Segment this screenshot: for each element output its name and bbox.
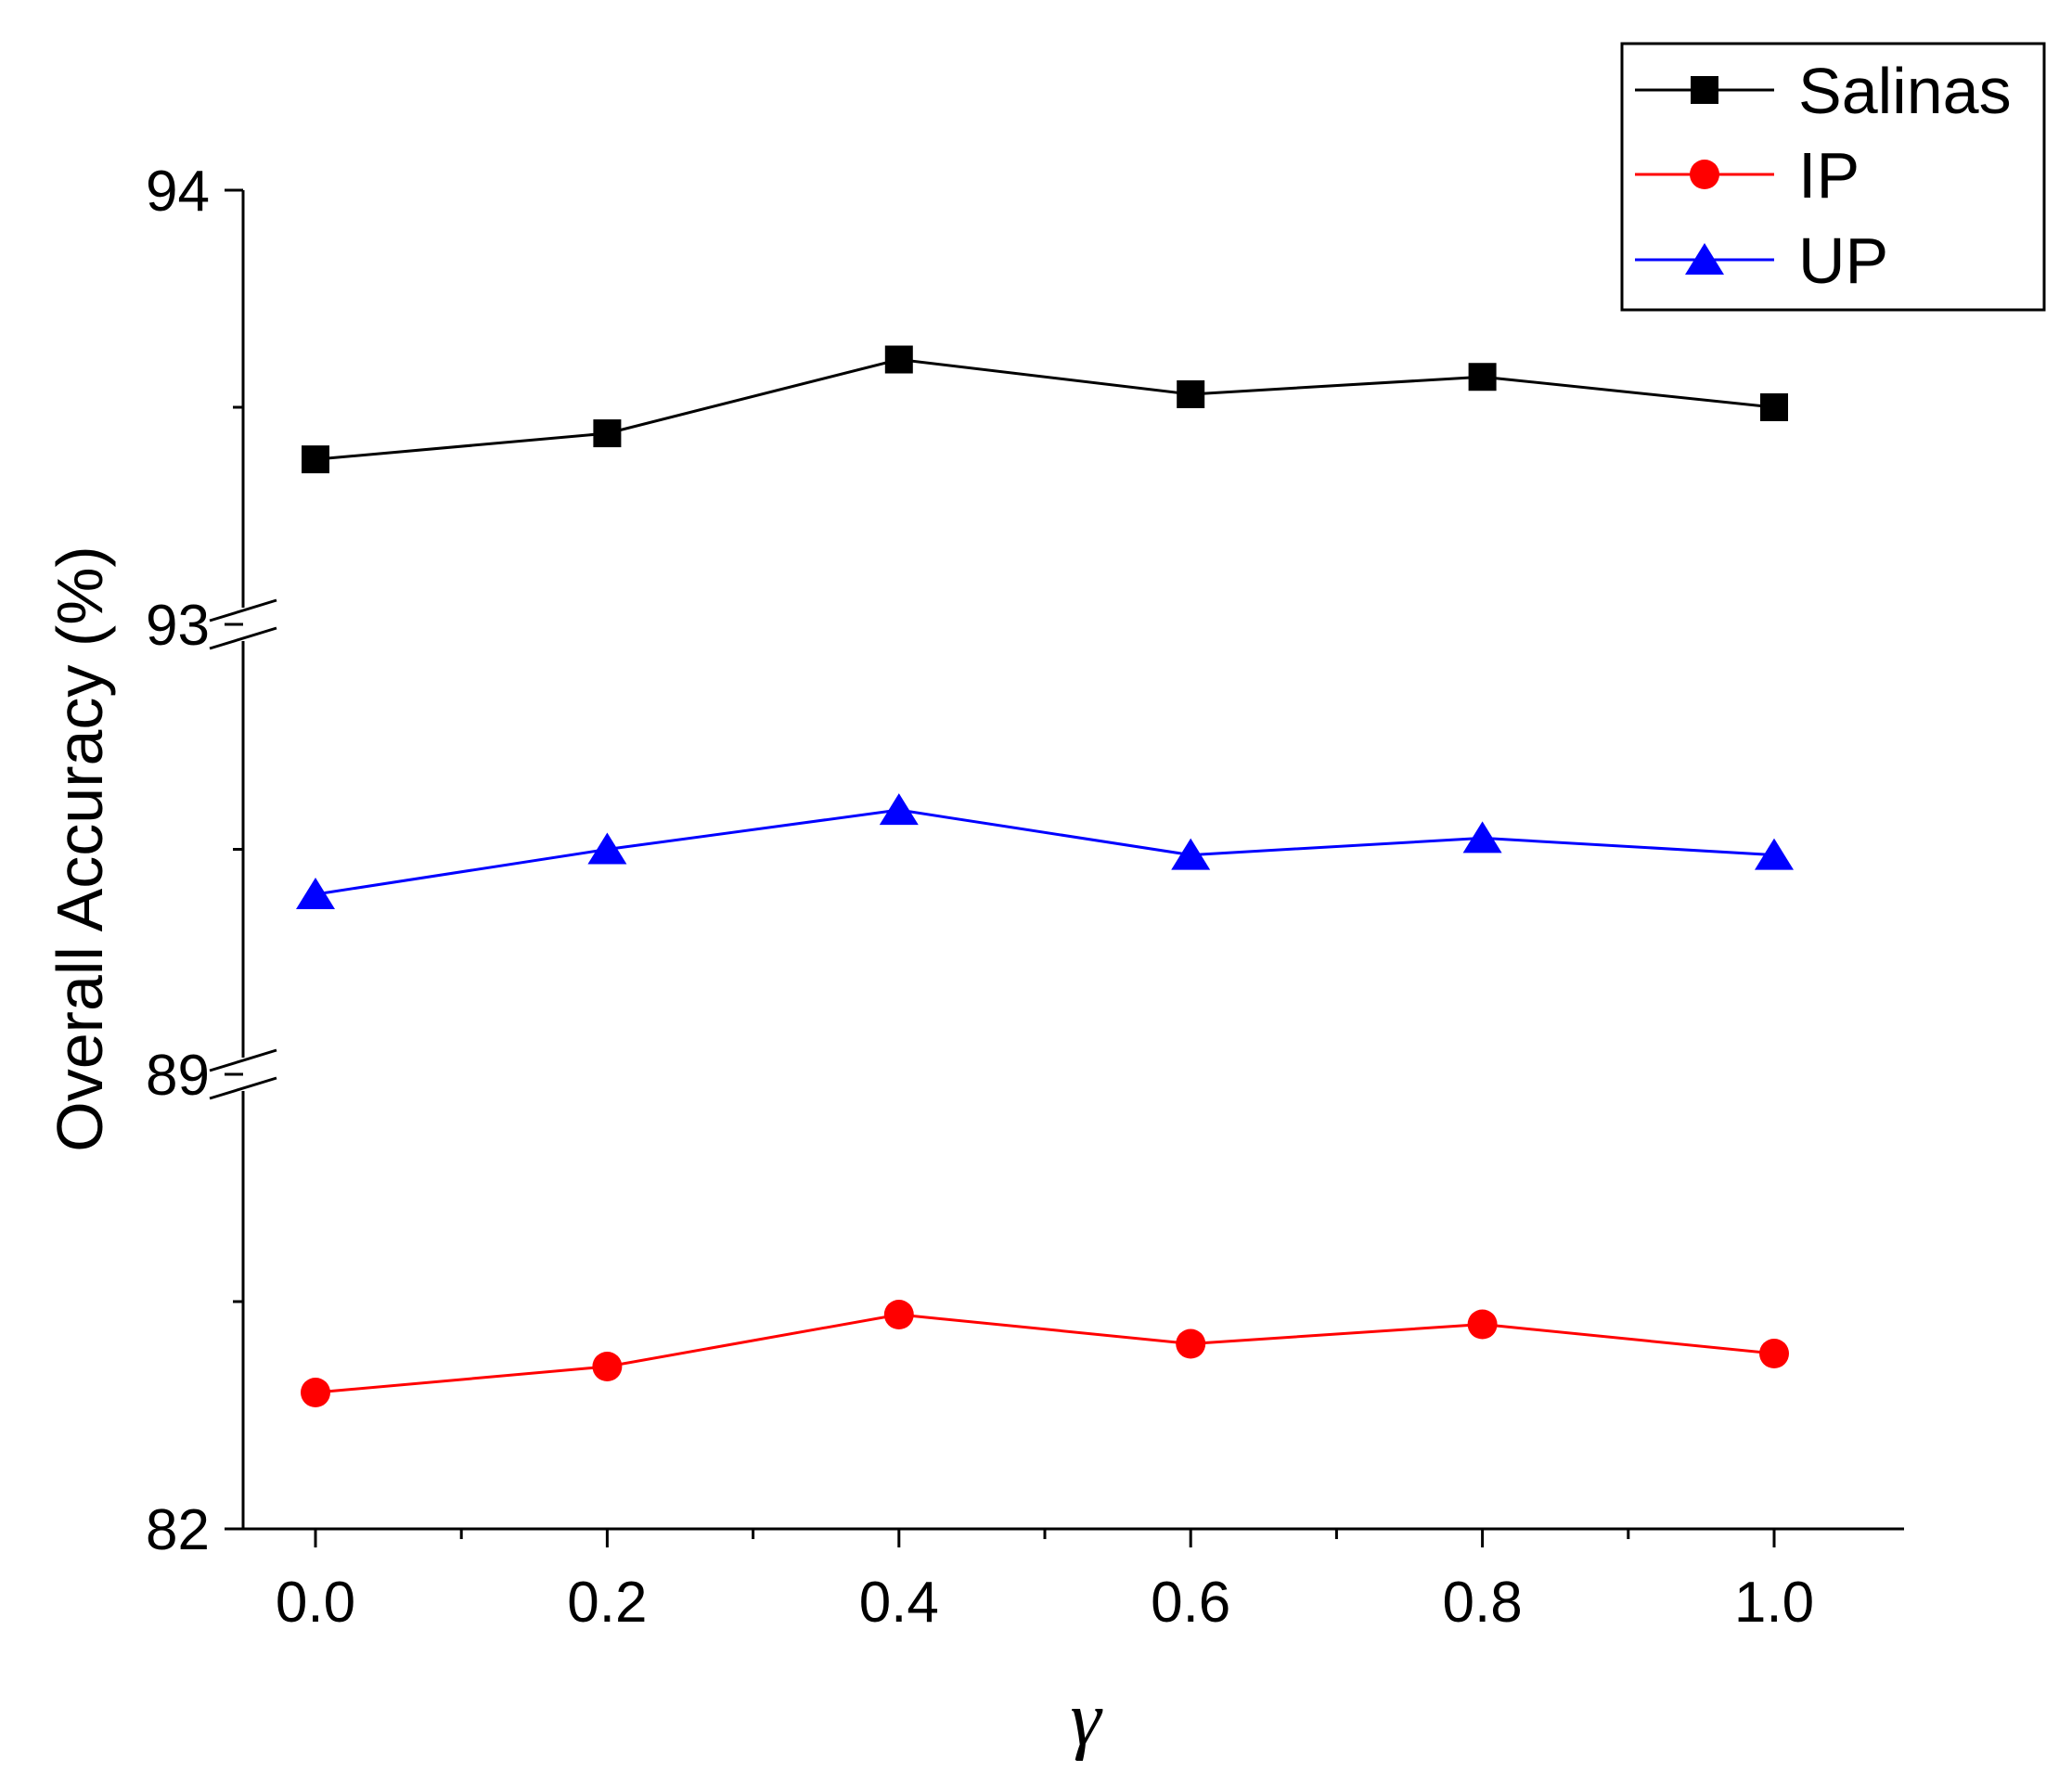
series-salinas [302,345,1788,474]
data-point [1467,1309,1498,1340]
y-tick-label: 82 [146,1498,210,1562]
data-point [1462,821,1502,853]
data-point [1171,838,1211,870]
series-line [315,357,1775,461]
data-point [296,878,335,909]
x-tick-label: 1.0 [1734,1571,1814,1635]
data-point [1468,363,1497,391]
legend-marker-salinas [1691,76,1718,104]
data-point [302,445,329,474]
x-tick-label: 0.6 [1151,1571,1230,1635]
axis-break-mark [209,598,277,622]
series-layer [296,345,1794,1407]
axis-break-mark [209,1048,277,1072]
data-point [587,832,627,865]
y-axis-title: Overall Accuracy (%) [44,545,116,1151]
x-tick-label: 0.0 [276,1571,355,1635]
legend-label-ip: IP [1798,139,1860,212]
y-tick-label: 93 [146,594,210,658]
legend-label-up: UP [1798,225,1888,297]
data-point [592,1352,623,1381]
data-point [1759,1339,1789,1368]
axis-break-mark [209,1076,277,1100]
series-line [315,808,1775,896]
x-tick-label: 0.8 [1442,1571,1522,1635]
series-up [296,793,1794,909]
data-point [301,1378,330,1407]
data-point [1755,838,1794,870]
y-tick-label: 89 [146,1044,210,1108]
x-tick-label: 0.4 [859,1571,939,1635]
data-point [1760,393,1788,421]
axes: 82 89 93 94 0.0 0.2 0.4 0.6 0.8 1.0 [146,160,1904,1635]
y-tick-label: 94 [146,160,210,224]
series-ip [301,1300,1789,1407]
data-point [883,1300,914,1329]
x-axis-title: γ [1070,1675,1102,1762]
legend-marker-up [1685,243,1724,275]
legend-label-salinas: Salinas [1798,55,2012,127]
data-point [1177,379,1205,408]
data-point [1176,1328,1206,1359]
data-point [593,419,622,448]
legend: Salinas IP UP [1620,42,2046,312]
series-line [315,1313,1775,1394]
legend-marker-ip [1690,160,1719,189]
x-tick-label: 0.2 [567,1571,647,1635]
data-point [879,793,919,826]
axis-break-mark [209,626,277,650]
data-point [884,345,913,374]
